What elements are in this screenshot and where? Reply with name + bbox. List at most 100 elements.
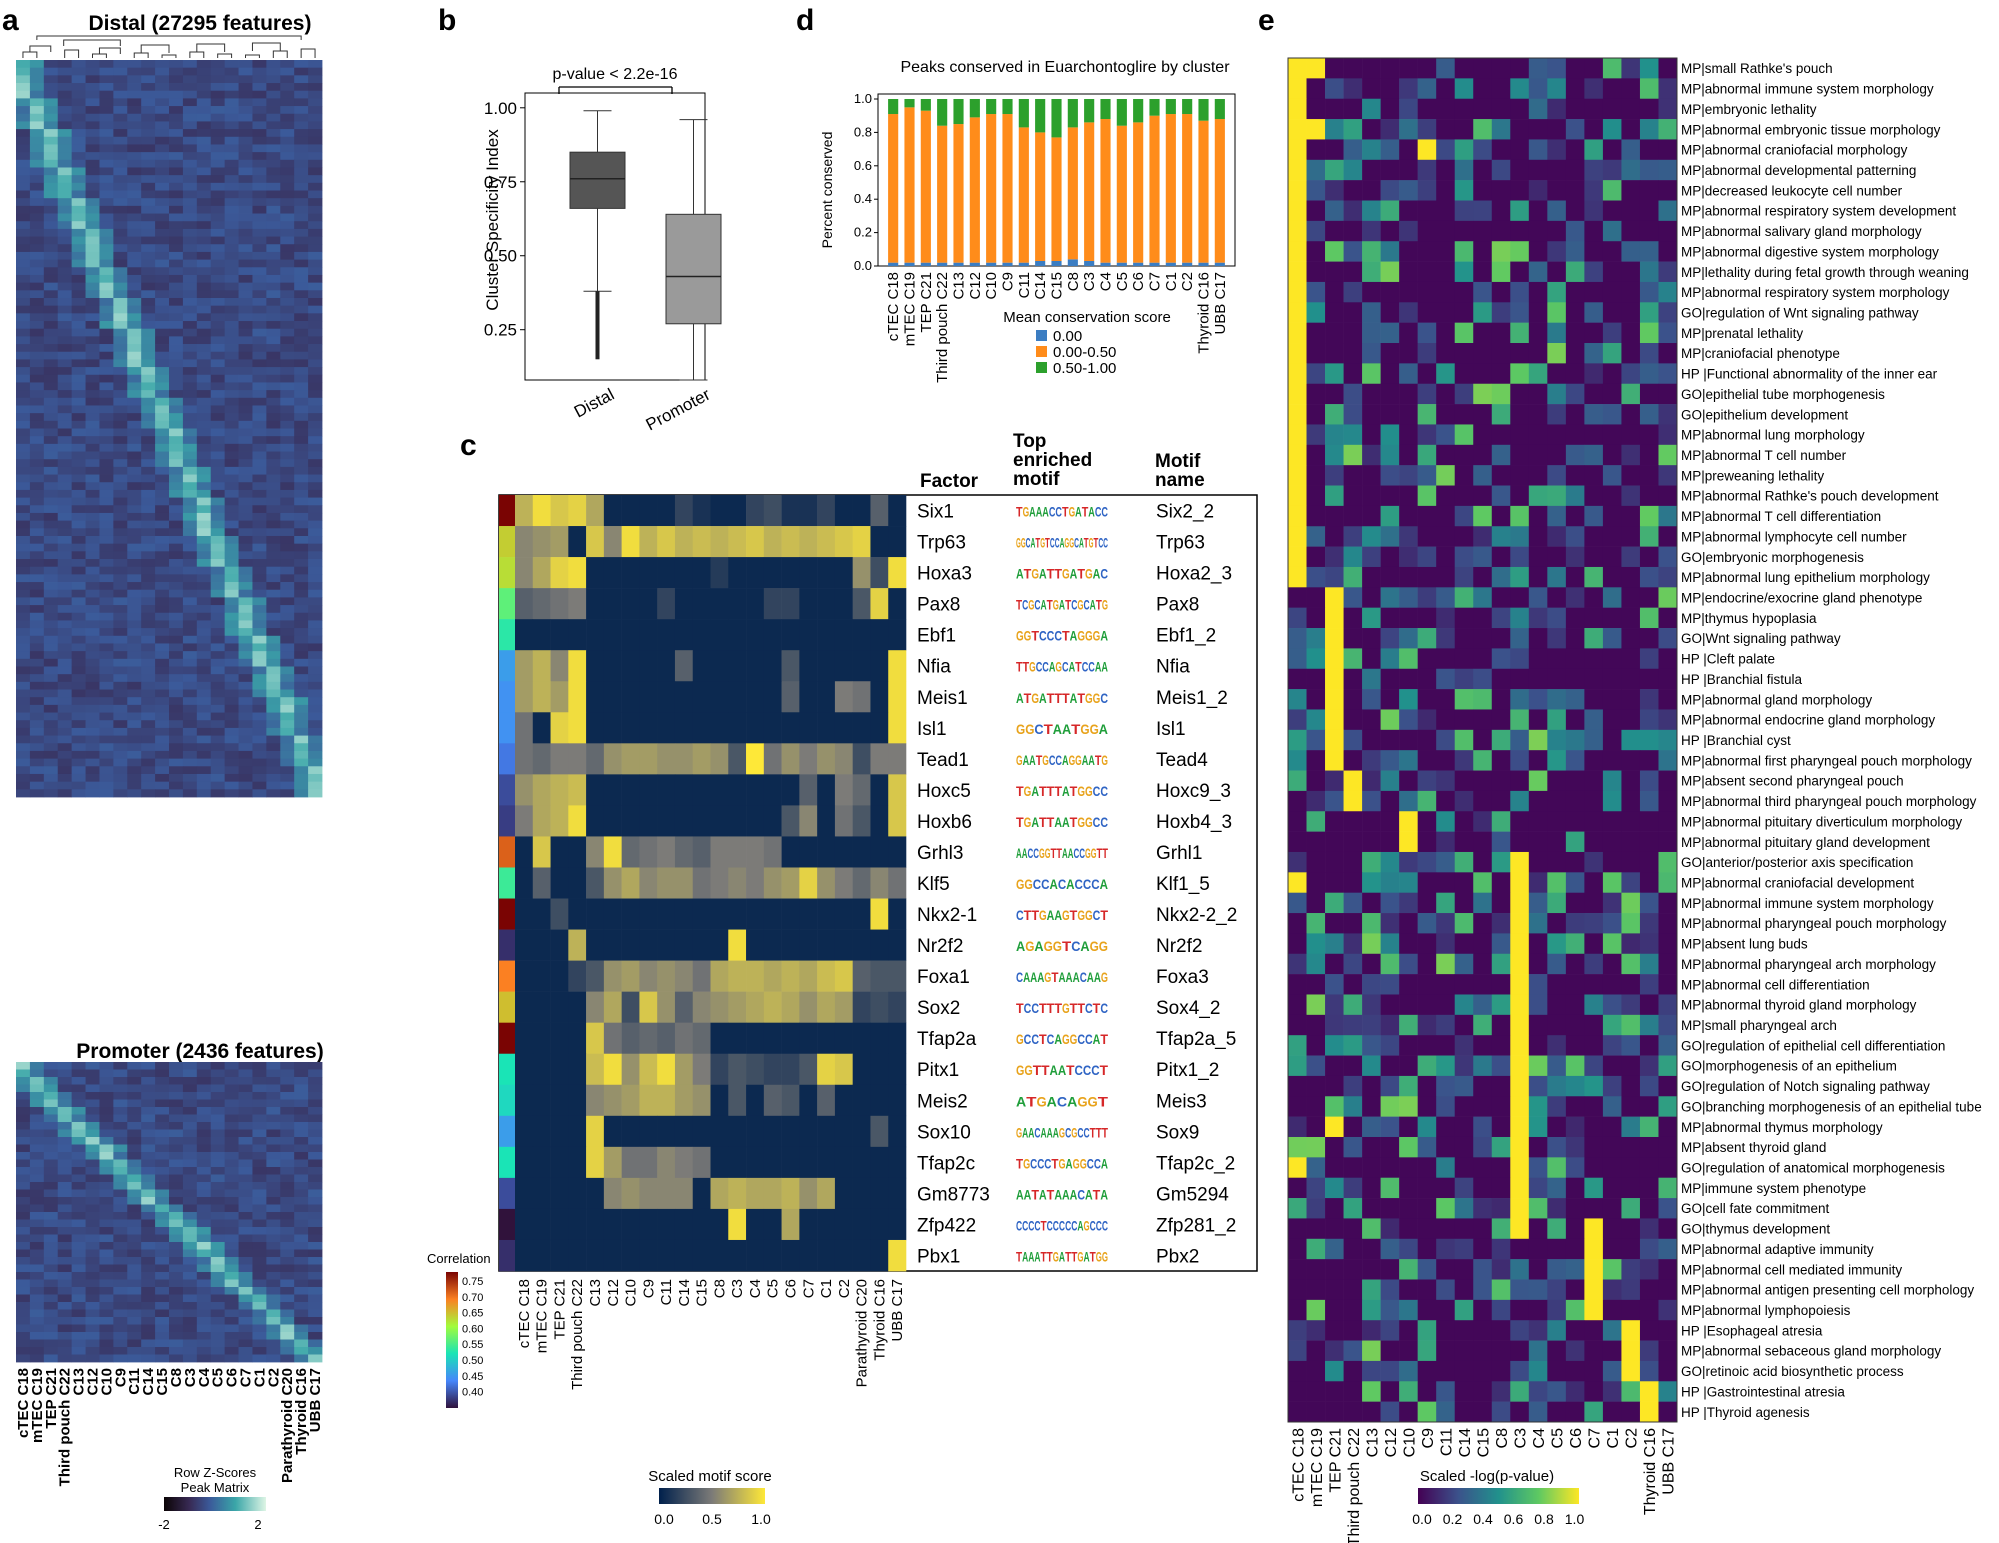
heatmap-cell (196, 1317, 212, 1325)
heatmap-cell (43, 313, 59, 322)
motif-logo-letter: T (1041, 1062, 1050, 1078)
heatmap-cell (169, 1317, 184, 1325)
enrichment-cell (1454, 790, 1474, 812)
bar-segment (1116, 125, 1127, 263)
enrichment-cell (1417, 404, 1437, 425)
heatmap-cell (85, 505, 100, 514)
heatmap-cell (127, 1122, 142, 1130)
heatmap-cell (308, 1354, 323, 1363)
enrichment-cell (1436, 363, 1456, 385)
heatmap-cell (294, 1324, 309, 1333)
motif-heatmap-cell (728, 712, 747, 744)
motif-logo-letter: G (1053, 938, 1062, 954)
heatmap-cell (238, 213, 253, 222)
heatmap-cell (308, 459, 323, 468)
enrichment-cell (1584, 424, 1604, 446)
heatmap-cell (294, 635, 309, 644)
heatmap-cell (294, 420, 309, 429)
heatmap-cell (113, 681, 128, 690)
heatmap-cell (29, 205, 45, 214)
heatmap-cell (71, 1219, 86, 1228)
heatmap-cell (196, 382, 212, 391)
d-title: Peaks conserved in Euarchontoglire by cl… (900, 59, 1230, 76)
motif-heatmap-cell (692, 1146, 711, 1179)
enrichment-cell (1565, 770, 1585, 792)
heatmap-cell (127, 651, 142, 660)
heatmap-cell (280, 60, 295, 69)
heatmap-cell (182, 1099, 198, 1108)
heatmap-cell (238, 620, 253, 629)
heatmap-cell (43, 489, 59, 498)
motif-heatmap-cell (728, 526, 747, 558)
motif-heatmap-cell (586, 712, 605, 744)
heatmap-cell (238, 589, 253, 598)
heatmap-cell (99, 282, 114, 291)
motif-heatmap-cell (728, 991, 747, 1023)
heatmap-cell (294, 612, 309, 621)
heatmap-cell (224, 689, 239, 698)
motif-logo-letter: A (1094, 969, 1101, 985)
enrichment-cell (1399, 139, 1418, 161)
motif-heatmap-cell (746, 991, 765, 1023)
heatmap-cell (43, 712, 59, 721)
motif-logo-letter: A (1028, 1124, 1034, 1140)
heatmap-cell (155, 1084, 170, 1093)
enrichment-cell (1602, 119, 1622, 140)
enrichment-cell (1325, 546, 1344, 568)
motif-logo-letter: T (1031, 628, 1039, 644)
heatmap-cell (141, 236, 156, 245)
heatmap-cell (280, 1129, 295, 1138)
heatmap-cell (252, 697, 267, 706)
heatmap-cell (210, 236, 226, 245)
heatmap-cell (210, 482, 226, 491)
heatmap-cell (141, 282, 156, 291)
heatmap-cell (113, 1182, 128, 1190)
enrichment-cell (1343, 750, 1363, 771)
motif-heatmap-cell (763, 1084, 782, 1117)
heatmap-cell (182, 182, 198, 191)
heatmap-cell (169, 704, 184, 713)
heatmap-cell (238, 1152, 253, 1160)
d-xtick-label: cTEC C18 (885, 272, 902, 341)
heatmap-cell (280, 274, 295, 284)
heatmap-cell (71, 1257, 86, 1265)
motif-logo-letter: C (1022, 597, 1028, 613)
heatmap-cell (99, 60, 114, 69)
motif-heatmap-cell (657, 743, 676, 775)
enrichment-cell (1306, 709, 1326, 731)
motif-logo-letter: A (1030, 969, 1037, 985)
heatmap-cell (43, 259, 59, 268)
heatmap-cell (155, 60, 170, 69)
heatmap-cell (308, 1159, 323, 1168)
heatmap-cell (266, 1242, 281, 1250)
heatmap-cell (113, 75, 128, 84)
heatmap-cell (308, 750, 323, 760)
enrichment-cell (1473, 119, 1493, 140)
heatmap-cell (141, 781, 156, 790)
heatmap-cell (294, 735, 309, 744)
heatmap-cell (127, 1287, 142, 1295)
heatmap-cell (238, 1137, 253, 1145)
heatmap-cell (196, 1189, 212, 1198)
heatmap-cell (113, 520, 128, 529)
heatmap-cell (43, 628, 59, 637)
heatmap-cell (127, 251, 142, 261)
heatmap-cell (155, 1264, 170, 1273)
motif-logo-letter: G (1029, 659, 1036, 675)
heatmap-cell (238, 1264, 253, 1273)
d-xtick-label: C15 (1049, 272, 1066, 300)
heatmap-cell (16, 167, 31, 176)
heatmap-cell (16, 612, 31, 621)
heatmap-cell (280, 520, 295, 529)
enrichment-cell (1362, 770, 1381, 792)
motif-logo-letter: T (1097, 845, 1103, 861)
heatmap-cell (155, 535, 170, 545)
heatmap-cell (238, 535, 253, 545)
enrichment-cell (1436, 139, 1456, 161)
heatmap-cell (71, 98, 86, 107)
heatmap-cell (127, 474, 142, 483)
heatmap-cell (196, 543, 212, 552)
motif-heatmap-cell (817, 805, 836, 837)
motif-heatmap-cell (603, 712, 622, 744)
motif-heatmap-cell (710, 774, 729, 806)
